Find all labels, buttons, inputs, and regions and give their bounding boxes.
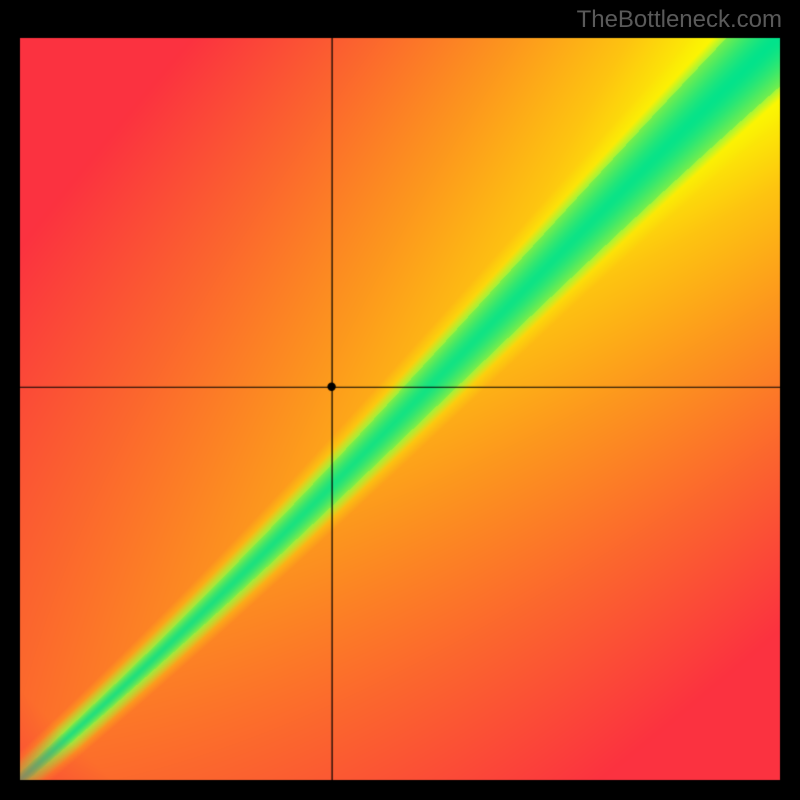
heatmap-canvas (0, 0, 800, 800)
chart-container: TheBottleneck.com (0, 0, 800, 800)
watermark-text: TheBottleneck.com (577, 6, 782, 34)
